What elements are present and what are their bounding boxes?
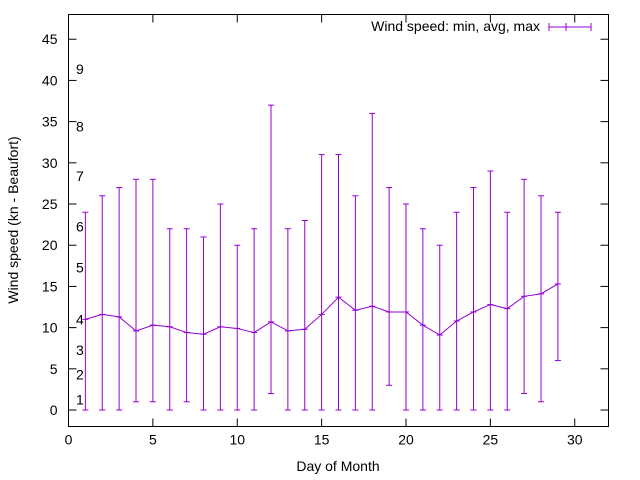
beaufort-annotations: 1 2 3 4 5 6 7 8 9 [76, 61, 84, 407]
y-tick-label: 30 [42, 155, 58, 171]
x-tick-label: 20 [398, 432, 414, 448]
axis-ticks [68, 14, 609, 427]
beaufort-annotation-7: 7 [76, 168, 84, 184]
error-bar-day-2 [99, 195, 106, 411]
beaufort-annotation-2: 2 [76, 367, 84, 383]
x-tick-label: 0 [65, 432, 73, 448]
error-bar-day-24 [470, 187, 477, 411]
y-tick-label: 45 [42, 31, 58, 47]
series-line-average [85, 283, 559, 336]
y-tick-label: 20 [42, 237, 58, 253]
x-axis-label: Day of Month [296, 458, 379, 474]
beaufort-annotation-1: 1 [76, 391, 84, 407]
beaufort-annotation-5: 5 [76, 259, 84, 275]
legend: Wind speed: min, avg, max [371, 18, 592, 34]
error-bar-day-28 [538, 195, 544, 403]
x-tick-label: 30 [567, 432, 583, 448]
beaufort-annotation-4: 4 [76, 311, 84, 327]
beaufort-annotation-3: 3 [76, 342, 84, 358]
beaufort-annotation-6: 6 [76, 218, 84, 234]
error-bar-day-22 [436, 244, 443, 411]
x-tick-label: 25 [483, 432, 499, 448]
x-tick-label: 10 [229, 432, 245, 448]
error-bar-day-1 [82, 211, 89, 411]
legend-label: Wind speed: min, avg, max [371, 18, 540, 34]
y-tick-label: 35 [42, 114, 58, 130]
y-tick-label: 15 [42, 278, 58, 294]
beaufort-annotation-8: 8 [76, 119, 84, 135]
error-bars [82, 104, 561, 411]
y-tick-label: 25 [42, 196, 58, 212]
y-tick-label: 0 [50, 402, 58, 418]
x-tick-label: 5 [149, 432, 157, 448]
plot-border [68, 14, 609, 427]
y-tick-label: 5 [50, 361, 58, 377]
y-tick-label: 10 [42, 320, 58, 336]
beaufort-annotation-9: 9 [76, 61, 84, 77]
y-tick-label: 40 [42, 72, 58, 88]
x-tick-label: 15 [314, 432, 330, 448]
y-axis-label: Wind speed (kn - Beaufort) [5, 136, 21, 303]
